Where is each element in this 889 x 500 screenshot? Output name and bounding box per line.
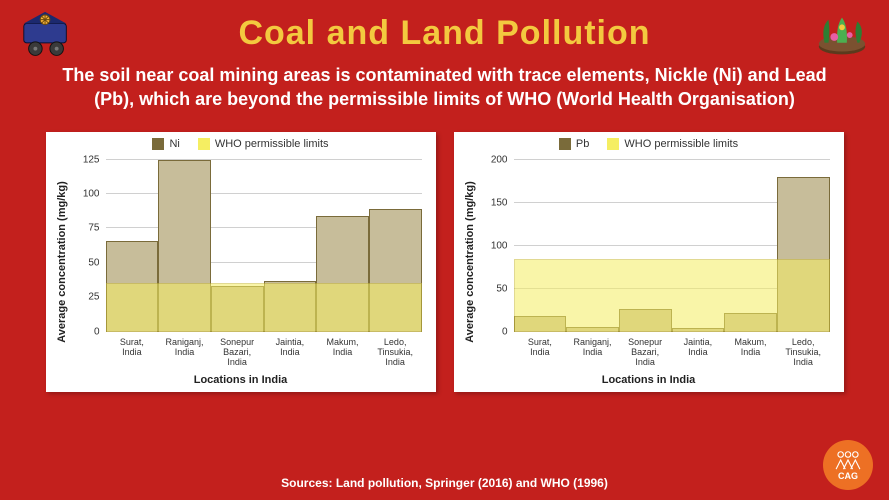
bar [619,309,672,331]
legend-limit: WHO permissible limits [198,138,329,150]
chart-ni: Ni WHO permissible limits Average concentr… [46,132,436,392]
category-label: Sonepur Bazari,India [619,338,672,368]
y-tick-label: 0 [502,326,514,337]
y-tick-label: 50 [496,283,513,294]
category-label: Ledo,Tinsukia, India [369,338,422,368]
page-title: Coal and Land Pollution [0,0,889,53]
charts-container: Ni WHO permissible limits Average concentr… [0,132,889,392]
bar [264,281,317,332]
y-axis-label: Average concentration (mg/kg) [464,181,476,343]
mining-cart-icon [18,10,76,58]
y-tick-label: 0 [94,326,106,337]
y-tick-label: 50 [88,257,105,268]
category-label: Surat,India [106,338,159,368]
plants-icon [813,8,871,56]
chart-legend: Pb WHO permissible limits [454,132,844,152]
bar [369,209,422,331]
category-label: Makum,India [724,338,777,368]
category-label: Raniganj,India [566,338,619,368]
y-axis-label: Average concentration (mg/kg) [56,181,68,343]
x-axis-label: Locations in India [454,374,844,386]
chart-legend: Ni WHO permissible limits [46,132,436,152]
category-label: Raniganj,India [158,338,211,368]
bar [316,216,369,332]
cag-label: CAG [838,471,858,481]
y-tick-label: 25 [88,292,105,303]
legend-series: Ni [152,138,179,150]
bar-group [106,160,422,332]
y-tick-label: 100 [491,240,514,251]
category-labels: Surat,IndiaRaniganj,IndiaSonepur Bazari,… [514,338,830,368]
page-subtitle: The soil near coal mining areas is conta… [0,53,889,112]
category-label: Makum,India [316,338,369,368]
y-tick-label: 75 [88,223,105,234]
bar [106,241,159,332]
y-tick-label: 100 [83,189,106,200]
cag-logo-badge: CAG [823,440,873,490]
y-tick-label: 150 [491,197,514,208]
legend-series: Pb [559,138,589,150]
plot-area: 050100150200 [514,160,830,332]
chart-pb: Pb WHO permissible limits Average concentr… [454,132,844,392]
category-labels: Surat,IndiaRaniganj,IndiaSonepur Bazari,… [106,338,422,368]
legend-limit: WHO permissible limits [607,138,738,150]
bar [158,160,211,332]
bar [211,286,264,331]
category-label: Ledo,Tinsukia, India [777,338,830,368]
category-label: Jaintia,India [672,338,725,368]
category-label: Sonepur Bazari,India [211,338,264,368]
bar [566,327,619,331]
bar [672,328,725,331]
bar [777,177,830,332]
x-axis-label: Locations in India [46,374,436,386]
bar-group [514,160,830,332]
y-tick-label: 200 [491,154,514,165]
source-citation: Sources: Land pollution, Springer (2016)… [0,476,889,490]
bar [514,316,567,331]
plot-area: 0255075100125 [106,160,422,332]
category-label: Jaintia,India [264,338,317,368]
y-tick-label: 125 [83,154,106,165]
category-label: Surat,India [514,338,567,368]
bar [724,313,777,332]
